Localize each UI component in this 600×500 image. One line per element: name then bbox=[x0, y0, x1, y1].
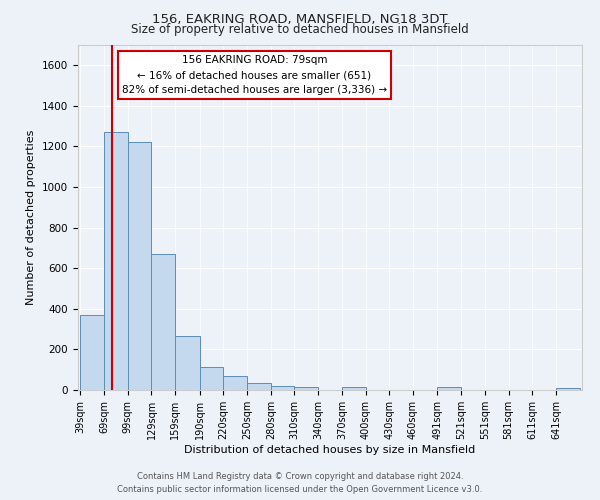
Bar bbox=[271, 386, 295, 390]
Bar bbox=[223, 376, 247, 390]
Bar bbox=[342, 387, 365, 390]
X-axis label: Distribution of detached houses by size in Mansfield: Distribution of detached houses by size … bbox=[184, 444, 476, 454]
Bar bbox=[200, 366, 223, 390]
Bar bbox=[295, 387, 318, 390]
Bar bbox=[175, 336, 200, 390]
Text: Size of property relative to detached houses in Mansfield: Size of property relative to detached ho… bbox=[131, 22, 469, 36]
Bar bbox=[128, 142, 151, 390]
Text: 156 EAKRING ROAD: 79sqm
← 16% of detached houses are smaller (651)
82% of semi-d: 156 EAKRING ROAD: 79sqm ← 16% of detache… bbox=[122, 56, 387, 95]
Bar bbox=[151, 254, 175, 390]
Bar bbox=[80, 315, 104, 390]
Bar bbox=[556, 388, 580, 390]
Bar bbox=[437, 387, 461, 390]
Bar bbox=[104, 132, 128, 390]
Text: 156, EAKRING ROAD, MANSFIELD, NG18 3DT: 156, EAKRING ROAD, MANSFIELD, NG18 3DT bbox=[152, 12, 448, 26]
Text: Contains HM Land Registry data © Crown copyright and database right 2024.
Contai: Contains HM Land Registry data © Crown c… bbox=[118, 472, 482, 494]
Bar bbox=[247, 383, 271, 390]
Y-axis label: Number of detached properties: Number of detached properties bbox=[26, 130, 37, 305]
